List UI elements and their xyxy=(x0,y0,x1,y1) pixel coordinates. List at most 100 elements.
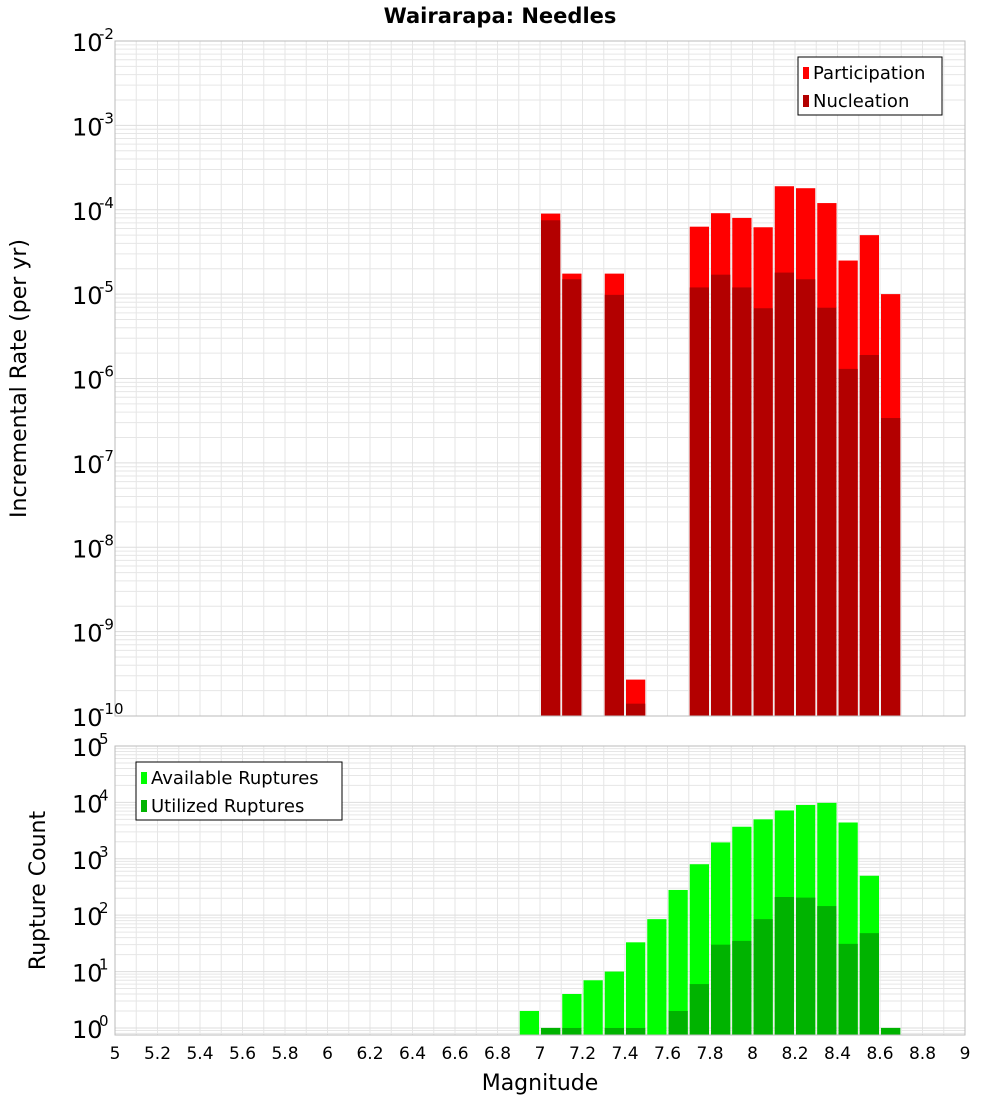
bottom-plot-bars xyxy=(519,802,901,1035)
legend-swatch xyxy=(141,772,147,784)
y-tick-label: 10 xyxy=(72,367,103,395)
legend-label: Utilized Ruptures xyxy=(151,796,304,817)
nucleation-bar xyxy=(817,307,837,716)
x-tick-label: 6 xyxy=(322,1044,333,1064)
x-tick-label: 7.4 xyxy=(611,1044,638,1064)
legend-swatch xyxy=(803,67,809,79)
x-tick-label: 6.6 xyxy=(441,1044,468,1064)
x-tick-label: 7 xyxy=(535,1044,546,1064)
nucleation-bar xyxy=(626,703,646,716)
y-tick-label: 10 xyxy=(72,113,103,141)
x-tick-label: 8.8 xyxy=(909,1044,936,1064)
x-tick-label: 6.4 xyxy=(399,1044,426,1064)
y-tick-label: 10 xyxy=(72,451,103,479)
x-tick-label: 5.4 xyxy=(186,1044,213,1064)
bottom-y-axis-label: Rupture Count xyxy=(26,811,51,971)
y-tick-label: 10 xyxy=(72,198,103,226)
y-tick-exponent: -2 xyxy=(99,25,114,43)
available-ruptures-bar xyxy=(519,1010,539,1035)
nucleation-bar xyxy=(859,354,879,716)
y-tick-label: 10 xyxy=(72,960,103,988)
nucleation-bar xyxy=(796,279,816,716)
chart-title: Wairarapa: Needles xyxy=(384,4,617,28)
x-tick-label: 8.4 xyxy=(824,1044,851,1064)
y-tick-exponent: -5 xyxy=(99,278,114,296)
y-tick-exponent: -4 xyxy=(99,194,114,212)
x-tick-label: 5.2 xyxy=(144,1044,171,1064)
nucleation-bar xyxy=(604,294,624,716)
legend-label: Participation xyxy=(813,63,925,84)
y-tick-exponent: 1 xyxy=(99,956,109,974)
y-tick-exponent: -10 xyxy=(99,700,124,718)
utilized-ruptures-bar xyxy=(838,943,858,1035)
nucleation-bar xyxy=(541,220,561,717)
x-tick-label: 8.2 xyxy=(781,1044,808,1064)
utilized-ruptures-bar xyxy=(774,897,794,1035)
top-y-axis-label: Incremental Rate (per yr) xyxy=(7,239,32,518)
nucleation-bar xyxy=(881,418,901,716)
nucleation-bar xyxy=(562,279,582,716)
available-ruptures-bar xyxy=(562,994,582,1035)
y-tick-exponent: -9 xyxy=(99,616,114,634)
x-tick-label: 7.8 xyxy=(696,1044,723,1064)
available-ruptures-bar xyxy=(647,919,667,1035)
top-plot-frame xyxy=(114,40,966,717)
y-tick-label: 10 xyxy=(72,1016,103,1044)
x-tick-label: 6.2 xyxy=(356,1044,383,1064)
utilized-ruptures-bar xyxy=(881,1027,901,1035)
x-tick-label: 8.6 xyxy=(866,1044,893,1064)
legend-label: Nucleation xyxy=(813,91,909,112)
x-tick-label: 5 xyxy=(110,1044,121,1064)
available-ruptures-bar xyxy=(583,980,603,1035)
x-tick-label: 5.8 xyxy=(271,1044,298,1064)
x-tick-label: 8 xyxy=(747,1044,758,1064)
available-ruptures-bar xyxy=(626,942,646,1035)
y-tick-exponent: 0 xyxy=(99,1012,109,1030)
x-tick-label: 7.6 xyxy=(654,1044,681,1064)
available-ruptures-bar xyxy=(604,971,624,1035)
x-tick-label: 5.6 xyxy=(229,1044,256,1064)
utilized-ruptures-bar xyxy=(541,1027,561,1035)
y-tick-label: 10 xyxy=(72,620,103,648)
utilized-ruptures-bar xyxy=(796,897,816,1035)
legend-box xyxy=(797,56,943,116)
y-tick-exponent: 4 xyxy=(99,786,109,804)
y-tick-exponent: -6 xyxy=(99,363,114,381)
y-tick-exponent: -7 xyxy=(99,447,114,465)
x-tick-label: 6.8 xyxy=(484,1044,511,1064)
utilized-ruptures-bar xyxy=(732,940,752,1035)
y-tick-exponent: 5 xyxy=(99,730,109,748)
available-ruptures-bar xyxy=(668,889,688,1035)
legend-swatch xyxy=(141,800,147,812)
x-tick-label: 9 xyxy=(960,1044,971,1064)
y-tick-label: 10 xyxy=(72,847,103,875)
utilized-ruptures-bar xyxy=(604,1027,624,1035)
top-legend: Participation Nucleation xyxy=(797,56,943,116)
y-tick-label: 10 xyxy=(72,282,103,310)
y-tick-label: 10 xyxy=(72,29,103,57)
top-plot-bars xyxy=(541,186,901,717)
y-tick-exponent: 3 xyxy=(99,843,109,861)
legend-label: Available Ruptures xyxy=(151,768,319,789)
nucleation-bar xyxy=(753,308,773,716)
utilized-ruptures-bar xyxy=(817,906,837,1035)
y-tick-exponent: -3 xyxy=(99,109,114,127)
y-tick-label: 10 xyxy=(72,704,103,732)
legend-swatch xyxy=(803,95,809,107)
bottom-plot-frame xyxy=(114,745,966,1036)
utilized-ruptures-bar xyxy=(689,984,709,1035)
bottom-legend: Available Ruptures Utilized Ruptures xyxy=(135,761,343,821)
y-tick-exponent: -8 xyxy=(99,531,114,549)
y-tick-label: 10 xyxy=(72,903,103,931)
utilized-ruptures-bar xyxy=(562,1027,582,1035)
y-tick-label: 10 xyxy=(72,734,103,762)
y-tick-label: 10 xyxy=(72,535,103,563)
top-plot-grid xyxy=(114,40,966,717)
x-axis-label: Magnitude xyxy=(482,1071,599,1096)
utilized-ruptures-bar xyxy=(859,933,879,1035)
nucleation-bar xyxy=(732,287,752,716)
x-tick-label: 7.2 xyxy=(569,1044,596,1064)
